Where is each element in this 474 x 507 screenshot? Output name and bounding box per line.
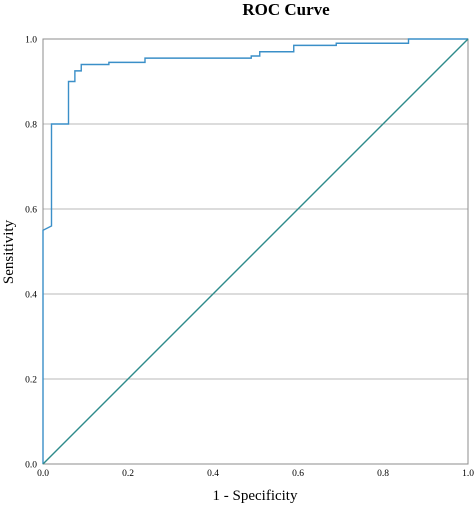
x-tick-label: 1.0 — [462, 469, 474, 479]
x-axis-label: 1 - Specificity — [213, 488, 298, 504]
y-axis-label: Sensitivity — [1, 219, 17, 284]
x-tick-label: 0.2 — [122, 469, 134, 479]
y-tick-label: 1.0 — [25, 36, 37, 46]
y-tick-label: 0.4 — [25, 291, 37, 301]
y-tick-label: 0.0 — [25, 461, 37, 471]
tick-labels: 0.0 0.2 0.4 0.6 0.8 1.0 0.0 0.2 0.4 0.6 0.8 1.0 — [25, 36, 474, 480]
gridlines — [43, 123, 468, 380]
x-tick-label: 0.6 — [292, 469, 304, 479]
x-tick-label: 0.8 — [377, 469, 389, 479]
series-layer — [42, 38, 469, 465]
chart-title: ROC Curve — [242, 0, 330, 19]
reference-diagonal-line — [42, 38, 469, 465]
y-tick-label: 0.6 — [25, 206, 37, 216]
x-tick-label: 0.0 — [37, 469, 49, 479]
roc-curve-line — [42, 38, 468, 464]
y-tick-label: 0.8 — [25, 121, 37, 131]
y-tick-label: 0.2 — [25, 376, 37, 386]
x-tick-label: 0.4 — [207, 469, 219, 479]
